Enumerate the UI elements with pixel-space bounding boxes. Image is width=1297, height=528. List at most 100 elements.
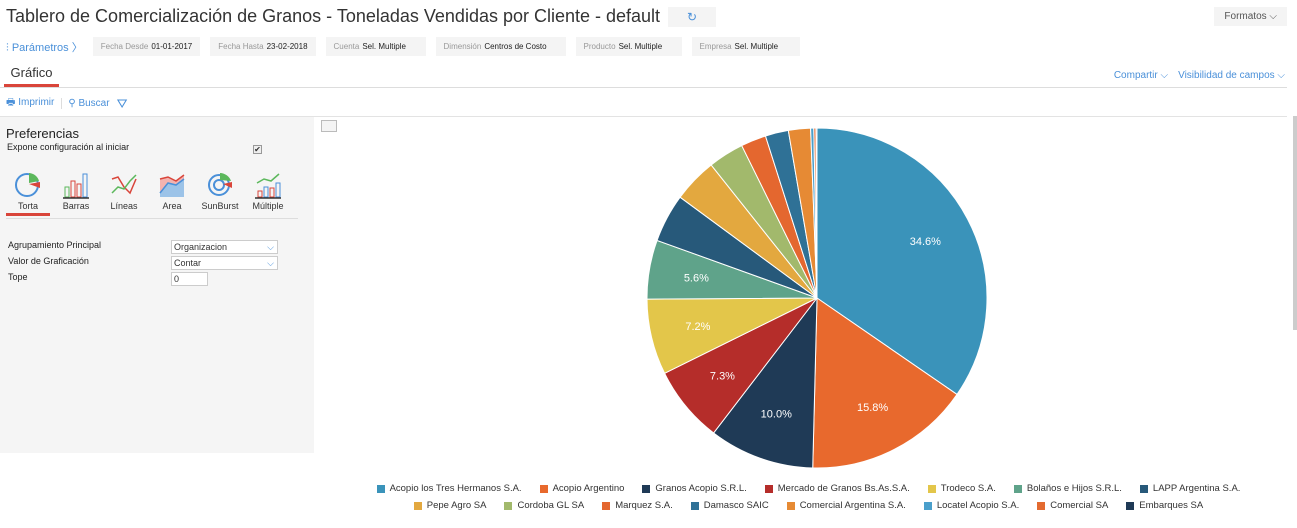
legend-label: Damasco SAIC [703,500,769,511]
legend-swatch [1139,484,1148,493]
filter-value: Sel. Multiple [618,42,663,51]
scrollbar[interactable] [1293,116,1297,330]
chevron-down-icon: ⌵ [267,258,274,268]
legend-item[interactable]: Mercado de Granos Bs.As.S.A. [764,483,910,494]
pie-slice[interactable] [712,296,818,469]
legend-item[interactable]: Acopio los Tres Hermanos S.A. [376,483,522,494]
agrupamiento-select[interactable]: Organizacion ⌵ [171,240,278,254]
filter-chip[interactable]: Empresa Sel. Multiple [691,37,800,56]
legend-swatch [376,484,385,493]
chart-type-multiple[interactable]: Múltiple [246,171,290,211]
pie-slice[interactable] [816,127,988,396]
legend-label: Granos Acopio S.R.L. [655,483,747,494]
filter-label: Fecha Hasta [218,42,264,51]
legend-swatch [690,501,699,510]
pie-slice[interactable] [812,297,958,469]
valor-label: Valor de Graficación [8,256,89,266]
legend-item[interactable]: Granos Acopio S.R.L. [642,483,747,494]
legend-label: Trodeco S.A. [940,483,996,494]
legend-row: Pepe Agro SA Cordoba GL SA Marquez S.A. Dam… [320,500,1297,511]
agrupamiento-label: Agrupamiento Principal [8,240,102,250]
legend-label: Locatel Acopio S.A. [936,500,1020,511]
legend-item[interactable]: LAPP Argentina S.A. [1139,483,1240,494]
legend-item[interactable]: Cordoba GL SA [504,500,584,511]
tope-input[interactable]: 0 [171,272,208,286]
filter-chip[interactable]: Dimensión Centros de Costo [435,37,566,56]
filter-label: Cuenta [333,42,360,51]
data-label: 15.8% [857,402,888,414]
buscar-label: Buscar [78,98,110,109]
data-label: 7.2% [685,321,710,333]
filter-chip[interactable]: Fecha Desde 01-01-2017 [92,37,201,56]
legend-swatch [1013,484,1022,493]
chart-menu-icon[interactable] [321,120,337,132]
divider [0,116,1287,117]
chart-type-label: Torta [17,201,38,211]
parametros-label: Parámetros [11,41,69,54]
legend-swatch [413,501,422,510]
parameters-bar: ⫶ Parámetros 〉 Fecha Desde 01-01-2017 Fec… [6,37,800,56]
divider [6,218,298,219]
legend-item[interactable]: Embarques SA [1126,500,1203,511]
chart-type-barras[interactable]: Barras [54,171,98,211]
legend-swatch [923,501,932,510]
legend-item[interactable]: Locatel Acopio S.A. [923,500,1020,511]
visibilidad-label: Visibilidad de campos [1178,70,1275,81]
legend-item[interactable]: Bolaños e Hijos S.R.L. [1013,483,1122,494]
tope-label: Tope [8,272,28,282]
filter-icon[interactable]: ⛛ [116,95,128,111]
line-chart-icon [111,174,137,195]
imprimir-button[interactable]: 🖶 Imprimir [6,95,54,112]
legend-item[interactable]: Marquez S.A. [602,500,673,511]
filter-label: Dimensión [443,42,482,51]
chart-type-label: Múltiple [252,201,284,211]
filter-chip[interactable]: Producto Sel. Multiple [575,37,682,56]
legend-label: Embarques SA [1139,500,1204,511]
visibilidad-dropdown[interactable]: Visibilidad de campos ⌵ [1178,70,1285,81]
data-label: 7.3% [710,371,735,383]
compartir-dropdown[interactable]: Compartir ⌵ [1113,70,1169,81]
legend-item[interactable]: Pepe Agro SA [413,500,486,511]
legend-row: Acopio los Tres Hermanos S.A. Acopio Arge… [320,483,1297,494]
filter-label: Fecha Desde [100,42,149,51]
data-label: 10.0% [761,408,792,420]
legend-item[interactable]: Comercial SA [1037,500,1108,511]
pie-slice[interactable] [815,127,818,299]
legend-item[interactable]: Comercial Argentina S.A. [786,500,906,511]
formatos-dropdown[interactable]: Formatos ⌵ [1214,7,1287,26]
expone-checkbox[interactable]: ✔ [253,145,262,154]
buscar-button[interactable]: ⚲ Buscar [61,98,110,109]
imprimir-label: Imprimir [18,97,55,108]
filter-chip[interactable]: Cuenta Sel. Multiple [325,37,426,56]
legend-item[interactable]: Damasco SAIC [690,500,769,511]
compartir-label: Compartir [1113,70,1158,81]
filter-chip[interactable]: Fecha Hasta 23-02-2018 [210,37,316,56]
chart-type-label: Area [162,201,182,211]
filter-label: Empresa [699,42,732,51]
data-label: 5.6% [684,272,709,284]
chart-type-lineas[interactable]: Líneas [102,171,146,211]
chart-type-torta[interactable]: Torta [6,171,50,216]
legend-item[interactable]: Acopio Argentino [539,483,624,494]
legend-item[interactable]: Trodeco S.A. [927,483,996,494]
preferences-panel: Preferencias Expone configuración al ini… [0,117,314,453]
legend-label: Acopio los Tres Hermanos S.A. [389,483,522,494]
legend-swatch [642,484,651,493]
chart-type-area[interactable]: Area [150,171,194,211]
parametros-toggle[interactable]: ⫶ Parámetros 〉 [6,41,83,54]
filter-label: Producto [583,42,616,51]
refresh-button[interactable]: ↻ [668,6,717,27]
filter-value: Sel. Multiple [362,42,406,51]
tab-grafico[interactable]: Gráfico [4,63,59,87]
formatos-label: Formatos [1224,11,1267,22]
legend-swatch [764,484,773,493]
legend-label: Cordoba GL SA [517,500,585,511]
chart-type-label: Barras [62,201,90,211]
valor-select[interactable]: Contar ⌵ [171,256,278,270]
chart-type-label: SunBurst [201,201,239,211]
chart-type-label: Líneas [110,201,138,211]
sunburst-icon [208,173,232,196]
filter-value: Sel. Multiple [734,42,779,51]
chart-type-sunburst[interactable]: SunBurst [198,171,242,211]
share-bar: Compartir ⌵ Visibilidad de campos ⌵ [1114,70,1285,81]
